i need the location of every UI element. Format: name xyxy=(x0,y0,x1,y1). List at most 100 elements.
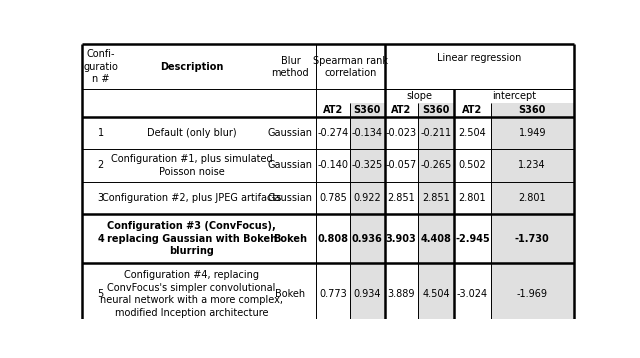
Bar xyxy=(454,103,491,117)
Bar xyxy=(316,263,349,325)
Bar xyxy=(491,149,573,182)
Bar xyxy=(418,182,454,214)
Text: AT2: AT2 xyxy=(391,105,412,115)
Text: Blur
method: Blur method xyxy=(271,55,309,78)
Text: -0.023: -0.023 xyxy=(386,128,417,138)
Bar xyxy=(385,263,418,325)
Bar xyxy=(491,103,573,117)
Text: 0.808: 0.808 xyxy=(317,233,349,243)
Text: Bokeh: Bokeh xyxy=(275,289,305,299)
Text: Configuration #4, replacing
ConvFocus's simpler convolutional
neural network wit: Configuration #4, replacing ConvFocus's … xyxy=(100,270,283,318)
Text: slope: slope xyxy=(406,91,433,101)
Bar xyxy=(316,103,349,117)
Text: 0.934: 0.934 xyxy=(353,289,381,299)
Text: 4.408: 4.408 xyxy=(420,233,452,243)
Text: 5: 5 xyxy=(97,289,104,299)
Text: Configuration #2, plus JPEG artifacts: Configuration #2, plus JPEG artifacts xyxy=(102,193,282,203)
Bar xyxy=(385,182,418,214)
Text: Configuration #3 (ConvFocus),
replacing Gaussian with Bokeh
blurring: Configuration #3 (ConvFocus), replacing … xyxy=(106,221,276,256)
Bar xyxy=(316,214,349,263)
Text: Gaussian: Gaussian xyxy=(268,160,313,170)
Text: 0.773: 0.773 xyxy=(319,289,347,299)
Text: 1.234: 1.234 xyxy=(518,160,546,170)
Bar xyxy=(385,103,418,117)
Text: -0.134: -0.134 xyxy=(351,128,383,138)
Text: -3.024: -3.024 xyxy=(457,289,488,299)
Text: Confi-
guratio
n #: Confi- guratio n # xyxy=(83,49,118,84)
Text: AT2: AT2 xyxy=(323,105,343,115)
Bar xyxy=(316,149,349,182)
Text: -1.969: -1.969 xyxy=(516,289,548,299)
Text: -0.140: -0.140 xyxy=(317,160,349,170)
Bar xyxy=(349,182,385,214)
Bar xyxy=(316,117,349,149)
Text: Spearman rank
correlation: Spearman rank correlation xyxy=(313,55,388,78)
Bar xyxy=(454,182,491,214)
Text: -1.730: -1.730 xyxy=(515,233,550,243)
Bar xyxy=(418,117,454,149)
Bar xyxy=(349,263,385,325)
Bar xyxy=(385,149,418,182)
Bar xyxy=(454,117,491,149)
Text: Linear regression: Linear regression xyxy=(437,53,522,63)
Text: S360: S360 xyxy=(353,105,381,115)
Bar xyxy=(418,263,454,325)
Bar xyxy=(316,103,349,117)
Text: 3: 3 xyxy=(97,193,104,203)
Text: 1.949: 1.949 xyxy=(518,128,546,138)
Text: 2.851: 2.851 xyxy=(387,193,415,203)
Text: Default (only blur): Default (only blur) xyxy=(147,128,236,138)
Bar xyxy=(385,117,418,149)
Bar xyxy=(454,214,491,263)
Text: 4: 4 xyxy=(97,233,104,243)
Text: 4.504: 4.504 xyxy=(422,289,450,299)
Bar xyxy=(385,149,418,182)
Text: 2: 2 xyxy=(97,160,104,170)
Bar xyxy=(454,149,491,182)
Text: 3.889: 3.889 xyxy=(387,289,415,299)
Text: -0.274: -0.274 xyxy=(317,128,349,138)
Bar xyxy=(316,117,349,149)
Text: Bokeh: Bokeh xyxy=(273,233,307,243)
Text: 0.936: 0.936 xyxy=(352,233,383,243)
Bar xyxy=(316,149,349,182)
Bar xyxy=(418,214,454,263)
Text: 3.903: 3.903 xyxy=(386,233,417,243)
Bar xyxy=(349,149,385,182)
Text: S360: S360 xyxy=(518,105,546,115)
Bar xyxy=(316,263,349,325)
Text: -0.265: -0.265 xyxy=(420,160,452,170)
Text: -0.211: -0.211 xyxy=(420,128,452,138)
Text: 2.801: 2.801 xyxy=(459,193,486,203)
Text: Gaussian: Gaussian xyxy=(268,128,313,138)
Bar xyxy=(316,214,349,263)
Text: -2.945: -2.945 xyxy=(455,233,490,243)
Text: Configuration #1, plus simulated
Poisson noise: Configuration #1, plus simulated Poisson… xyxy=(111,154,273,176)
Text: intercept: intercept xyxy=(492,91,536,101)
Bar xyxy=(491,263,573,325)
Bar xyxy=(385,117,418,149)
Bar xyxy=(349,214,385,263)
Bar xyxy=(316,182,349,214)
Bar xyxy=(418,103,454,117)
Bar xyxy=(454,182,491,214)
Bar xyxy=(349,103,385,117)
Bar xyxy=(454,214,491,263)
Text: 2.504: 2.504 xyxy=(459,128,486,138)
Text: 0.785: 0.785 xyxy=(319,193,347,203)
Text: Gaussian: Gaussian xyxy=(268,193,313,203)
Bar xyxy=(385,214,418,263)
Text: -0.325: -0.325 xyxy=(351,160,383,170)
Bar xyxy=(454,149,491,182)
Text: S360: S360 xyxy=(422,105,450,115)
Bar xyxy=(491,214,573,263)
Bar xyxy=(385,182,418,214)
Text: 1: 1 xyxy=(97,128,104,138)
Text: 0.922: 0.922 xyxy=(353,193,381,203)
Bar xyxy=(349,117,385,149)
Bar xyxy=(316,182,349,214)
Bar xyxy=(418,149,454,182)
Bar xyxy=(454,263,491,325)
Bar xyxy=(454,117,491,149)
Text: Description: Description xyxy=(160,62,223,72)
